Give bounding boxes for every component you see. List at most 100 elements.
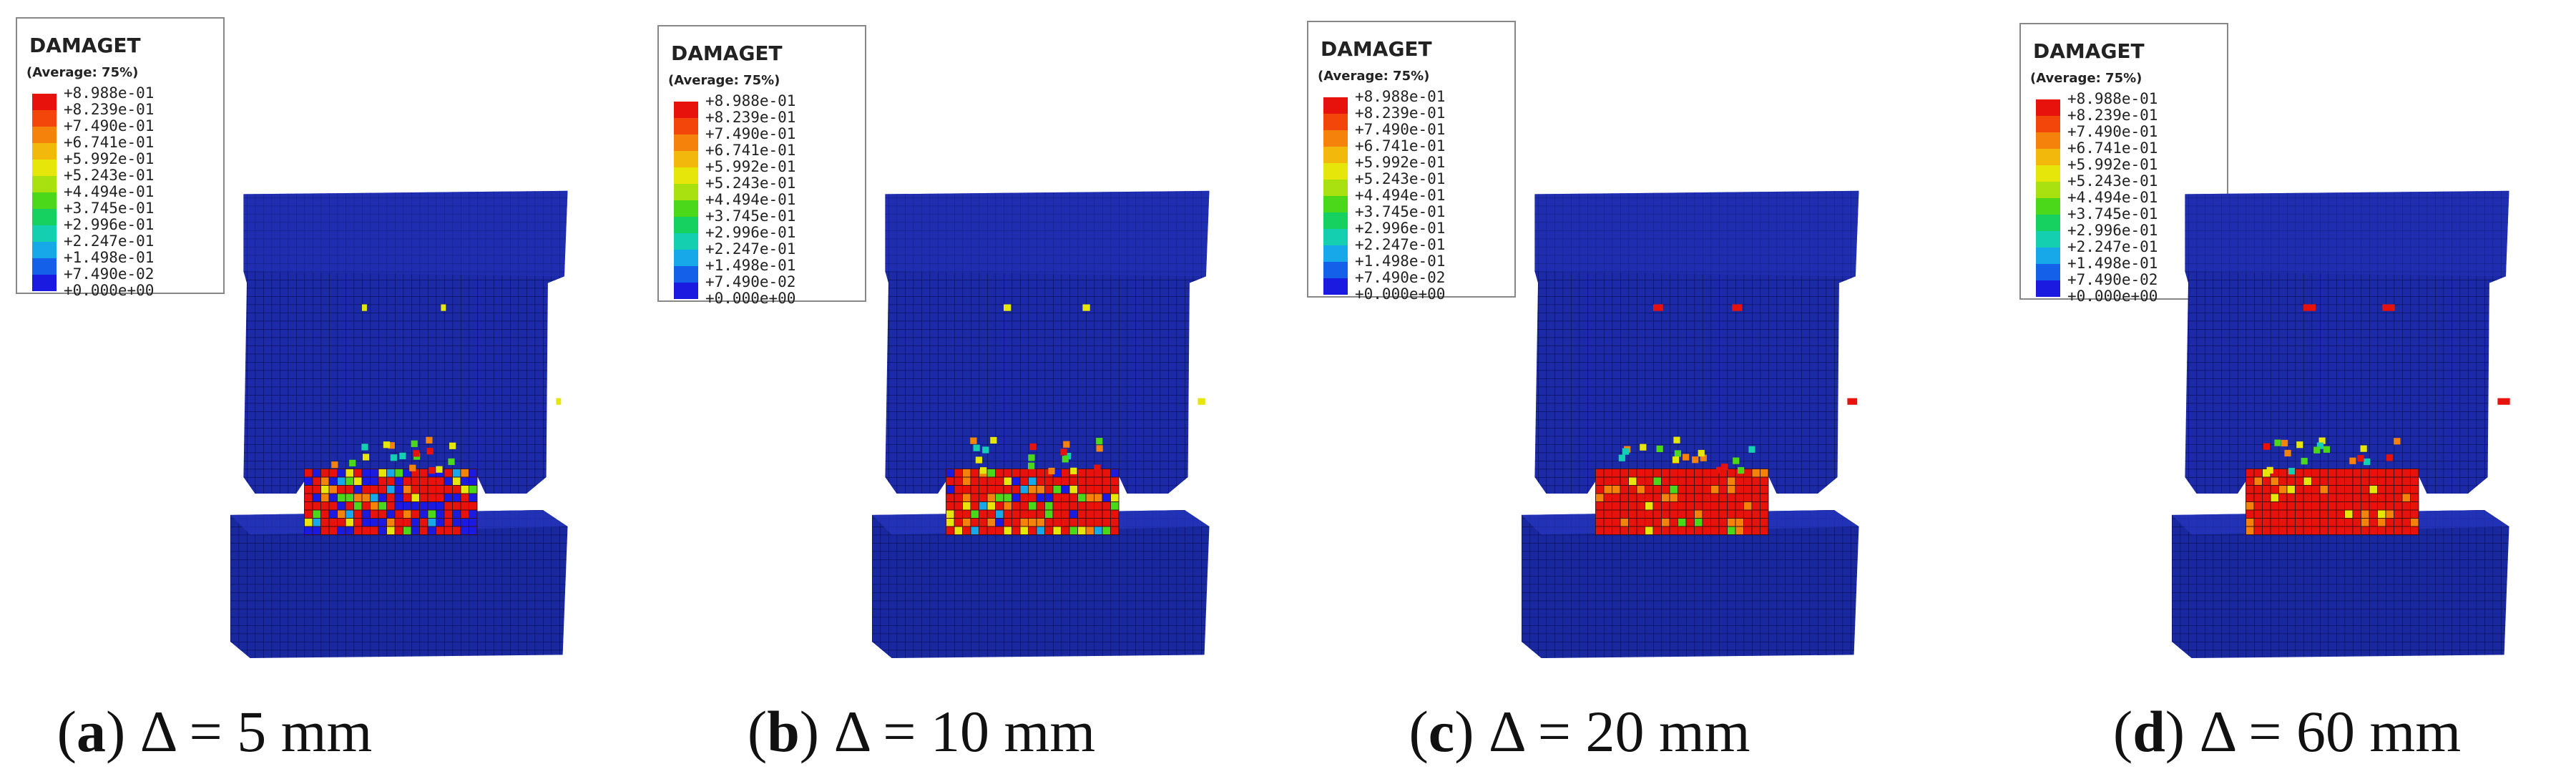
damage-cell bbox=[1096, 438, 1103, 445]
legend-swatch bbox=[1323, 147, 1348, 163]
damage-cell bbox=[345, 476, 354, 486]
damage-cell bbox=[328, 509, 338, 519]
damage-cell bbox=[469, 509, 478, 519]
damage-cell bbox=[1674, 450, 1682, 457]
damage-cell bbox=[1735, 476, 1744, 486]
damage-cell bbox=[1603, 509, 1612, 519]
damage-cell bbox=[1743, 493, 1753, 502]
legend-swatch bbox=[2036, 149, 2060, 165]
damage-cell bbox=[1694, 485, 1703, 494]
damage-cell bbox=[982, 446, 989, 454]
damage-cell bbox=[986, 485, 996, 494]
damage-cell bbox=[1652, 476, 1662, 486]
damage-cell bbox=[2386, 454, 2393, 461]
damage-cell bbox=[2278, 509, 2288, 519]
damage-cell bbox=[1019, 501, 1029, 511]
damage-cell bbox=[403, 526, 412, 535]
damage-cell bbox=[1710, 509, 1720, 519]
damage-cell bbox=[1636, 485, 1645, 494]
legend-swatch bbox=[2036, 182, 2060, 198]
damage-cell bbox=[2336, 493, 2345, 502]
damage-cell bbox=[394, 469, 403, 478]
damage-cell bbox=[1645, 518, 1654, 527]
damage-cell bbox=[378, 526, 387, 535]
damage-cell bbox=[411, 501, 420, 511]
legend-swatch bbox=[32, 275, 57, 291]
hot-spot bbox=[2303, 304, 2316, 311]
legend-level: +6.741e-01 bbox=[705, 142, 795, 159]
damage-cell bbox=[1069, 501, 1078, 511]
damage-cell bbox=[320, 501, 330, 511]
legend-level: +1.498e-01 bbox=[705, 257, 795, 274]
damage-cell bbox=[2344, 476, 2354, 486]
damage-cell bbox=[1019, 509, 1029, 519]
damage-cell bbox=[411, 493, 420, 502]
caption: (c) Δ = 20 mm bbox=[1409, 699, 1750, 764]
damage-cell bbox=[2361, 476, 2370, 486]
damage-cell bbox=[361, 501, 371, 511]
damage-cell bbox=[2295, 476, 2304, 486]
damage-cell bbox=[1003, 485, 1012, 494]
damage-cell bbox=[1036, 526, 1045, 535]
damage-cell bbox=[995, 526, 1004, 535]
damage-cell bbox=[1652, 501, 1662, 511]
damage-cell bbox=[1603, 501, 1612, 511]
damage-cell bbox=[1069, 476, 1078, 486]
caption-part: ) Δ = 5 mm bbox=[106, 699, 372, 764]
legend-level: +0.000e+00 bbox=[2067, 288, 2158, 305]
damage-cell bbox=[1620, 509, 1629, 519]
damage-cell bbox=[1102, 469, 1111, 478]
damage-cell bbox=[452, 509, 461, 519]
damage-cell bbox=[1620, 501, 1629, 511]
damage-cell bbox=[1012, 509, 1021, 519]
damage-cell bbox=[1061, 518, 1070, 527]
damage-cell bbox=[1019, 526, 1029, 535]
legend-swatch bbox=[2036, 231, 2060, 248]
legend-swatch bbox=[674, 184, 698, 200]
damage-cell bbox=[1751, 469, 1760, 478]
damage-cell bbox=[1094, 509, 1103, 519]
legend-level: +5.243e-01 bbox=[2067, 172, 2158, 190]
damage-cell bbox=[954, 493, 963, 502]
damage-cell bbox=[1044, 509, 1054, 519]
damage-cell bbox=[1070, 467, 1077, 474]
damage-cell bbox=[2377, 469, 2386, 478]
legend-subtitle: (Average: 75%) bbox=[2030, 71, 2142, 86]
damage-cell bbox=[1628, 518, 1637, 527]
damage-cell bbox=[1028, 526, 1037, 535]
damage-cell bbox=[394, 518, 403, 527]
caption: (a) Δ = 5 mm bbox=[57, 699, 373, 764]
damage-cell bbox=[1669, 469, 1678, 478]
damage-cell bbox=[2401, 509, 2411, 519]
damage-cell bbox=[428, 467, 436, 474]
damage-cell bbox=[2401, 518, 2411, 527]
damage-cell bbox=[2278, 493, 2288, 502]
damage-cell bbox=[1595, 493, 1605, 502]
damage-cell bbox=[2295, 493, 2304, 502]
damage-cell bbox=[1683, 454, 1690, 461]
damage-cell bbox=[1685, 493, 1695, 502]
damage-cell bbox=[1760, 526, 1769, 535]
legend-level: +8.239e-01 bbox=[705, 109, 795, 126]
damage-cell bbox=[1727, 493, 1736, 502]
damage-cell bbox=[419, 493, 428, 502]
damage-cell bbox=[2262, 526, 2271, 535]
damage-cell bbox=[345, 518, 354, 527]
damage-cell bbox=[1044, 493, 1054, 502]
legend-swatch bbox=[1323, 245, 1348, 262]
damage-cell bbox=[1110, 476, 1120, 486]
damage-cell bbox=[411, 476, 420, 486]
damage-cell bbox=[304, 526, 313, 535]
damage-cell bbox=[444, 476, 453, 486]
damage-cell bbox=[1085, 501, 1094, 511]
damage-cell bbox=[2270, 509, 2279, 519]
damage-cell bbox=[2410, 476, 2419, 486]
damage-cell bbox=[353, 509, 363, 519]
damage-cell bbox=[954, 518, 963, 527]
legend-swatch bbox=[1323, 180, 1348, 196]
damage-cell bbox=[970, 469, 979, 478]
damage-cell bbox=[2410, 469, 2419, 478]
damage-cell bbox=[1751, 493, 1760, 502]
damage-cell bbox=[1710, 518, 1720, 527]
damage-cell bbox=[1760, 501, 1769, 511]
